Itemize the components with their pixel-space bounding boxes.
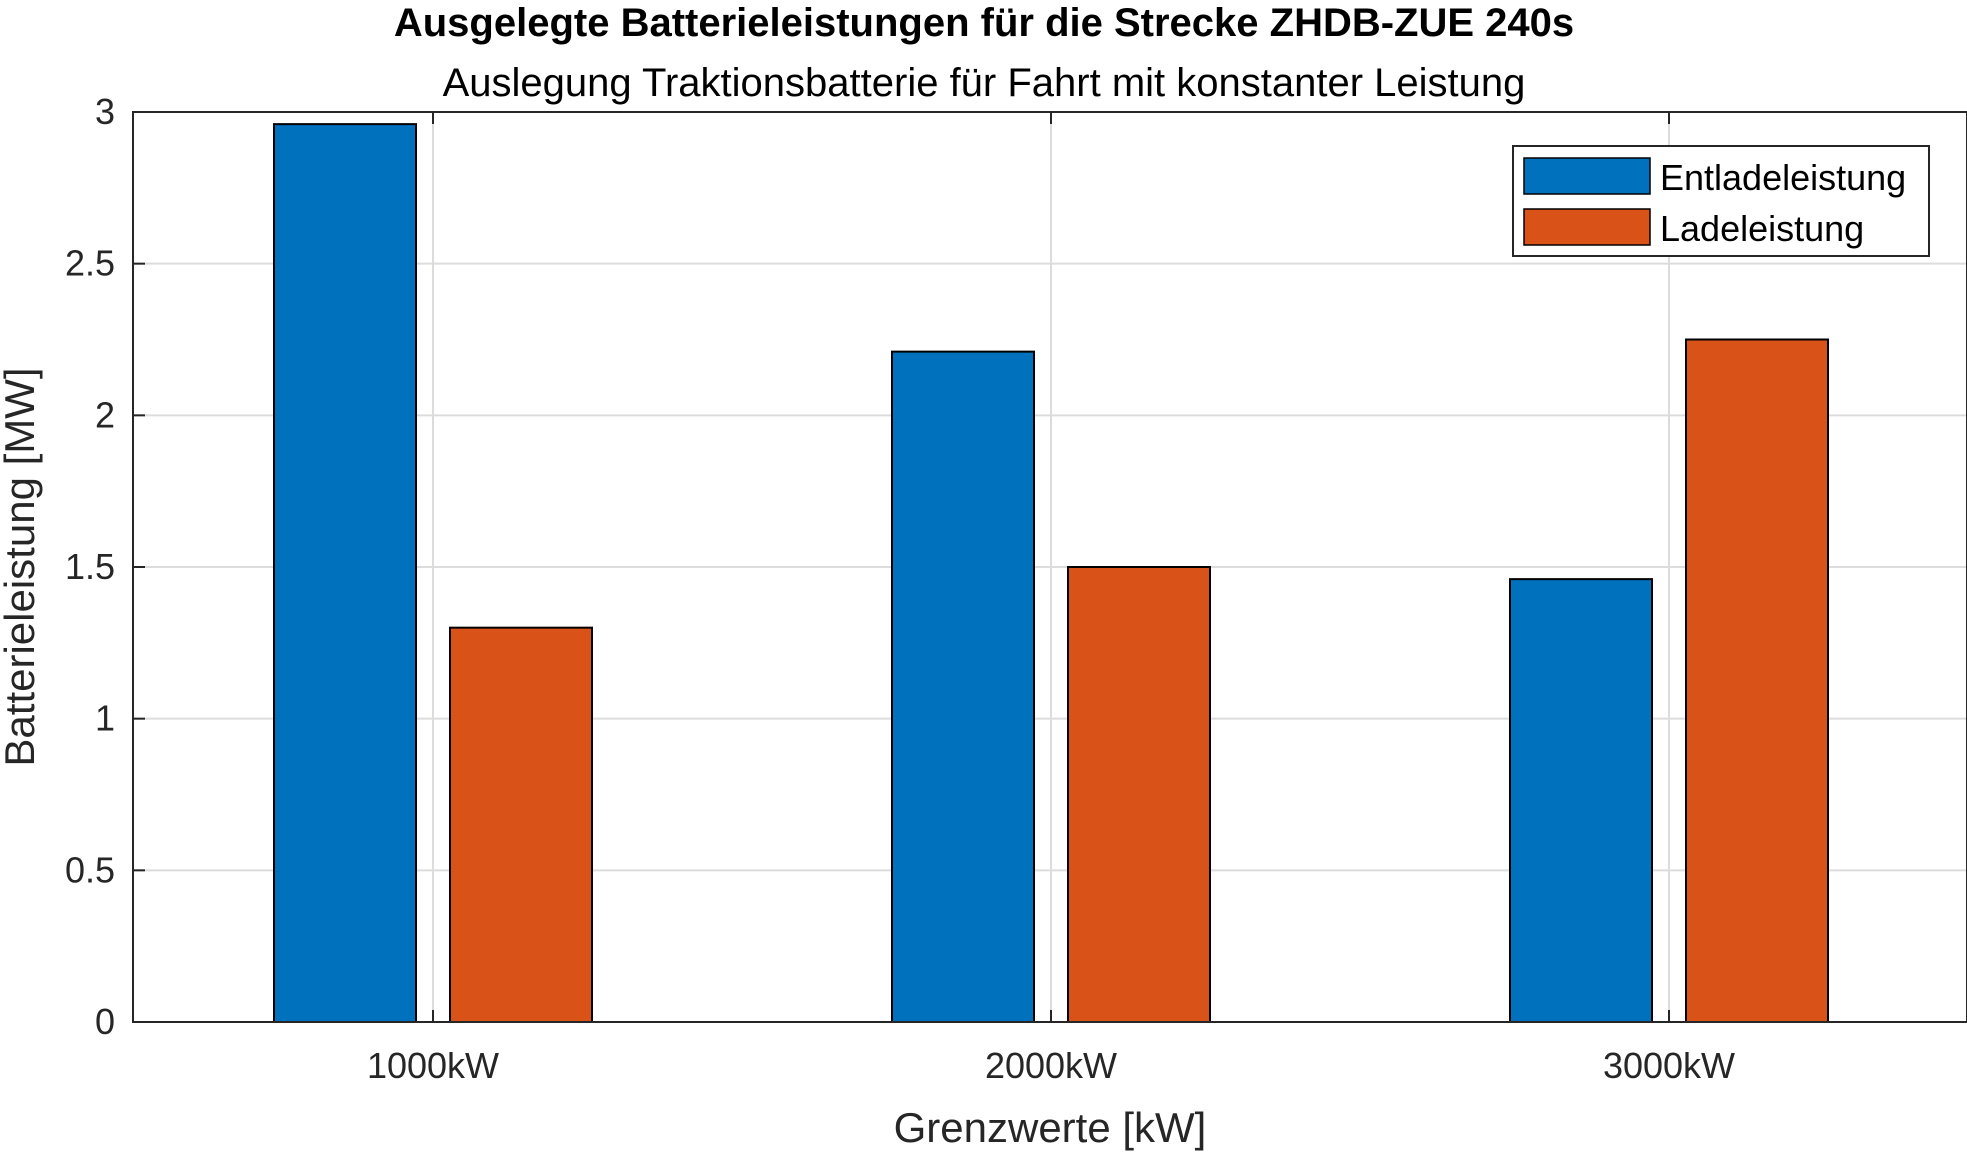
legend-swatch-entladeleistung [1523,157,1651,195]
y-axis-label: Batterieleistung [MW] [0,367,43,766]
x-tick-label: 3000kW [1603,1045,1735,1086]
x-tick-label: 1000kW [367,1045,499,1086]
bar-ladeleistung-1000kw [449,626,593,1024]
y-tick-label: 2.5 [65,243,115,284]
bar-entladeleistung-1000kw [273,123,417,1023]
y-tick-label: 1 [95,698,115,739]
x-axis-ticks: 1000kW 2000kW 3000kW [367,112,1735,1086]
bar-ladeleistung-2000kw [1067,566,1211,1023]
x-axis-label: Grenzwerte [kW] [894,1104,1207,1151]
bar-ladeleistung-3000kw [1685,338,1829,1023]
chart-subtitle: Auslegung Traktionsbatterie für Fahrt mi… [443,61,1526,105]
y-tick-label: 2 [95,394,115,435]
y-axis-ticks: 0 0.5 1 1.5 2 2.5 3 [65,91,145,1042]
legend-label-ladeleistung: Ladeleistung [1660,208,1864,249]
bar-entladeleistung-3000kw [1509,578,1653,1024]
y-tick-label: 0 [95,1001,115,1042]
y-tick-label: 0.5 [65,849,115,890]
bars-group [273,123,1829,1024]
legend-label-entladeleistung: Entladeleistung [1660,157,1906,198]
legend: Entladeleistung Ladeleistung [1512,145,1930,257]
y-tick-label: 1.5 [65,546,115,587]
bar-entladeleistung-2000kw [891,350,1035,1023]
y-tick-label: 3 [95,91,115,132]
chart-title: Ausgelegte Batterieleistungen für die St… [394,1,1574,45]
legend-swatch-ladeleistung [1523,208,1651,246]
x-tick-label: 2000kW [985,1045,1117,1086]
